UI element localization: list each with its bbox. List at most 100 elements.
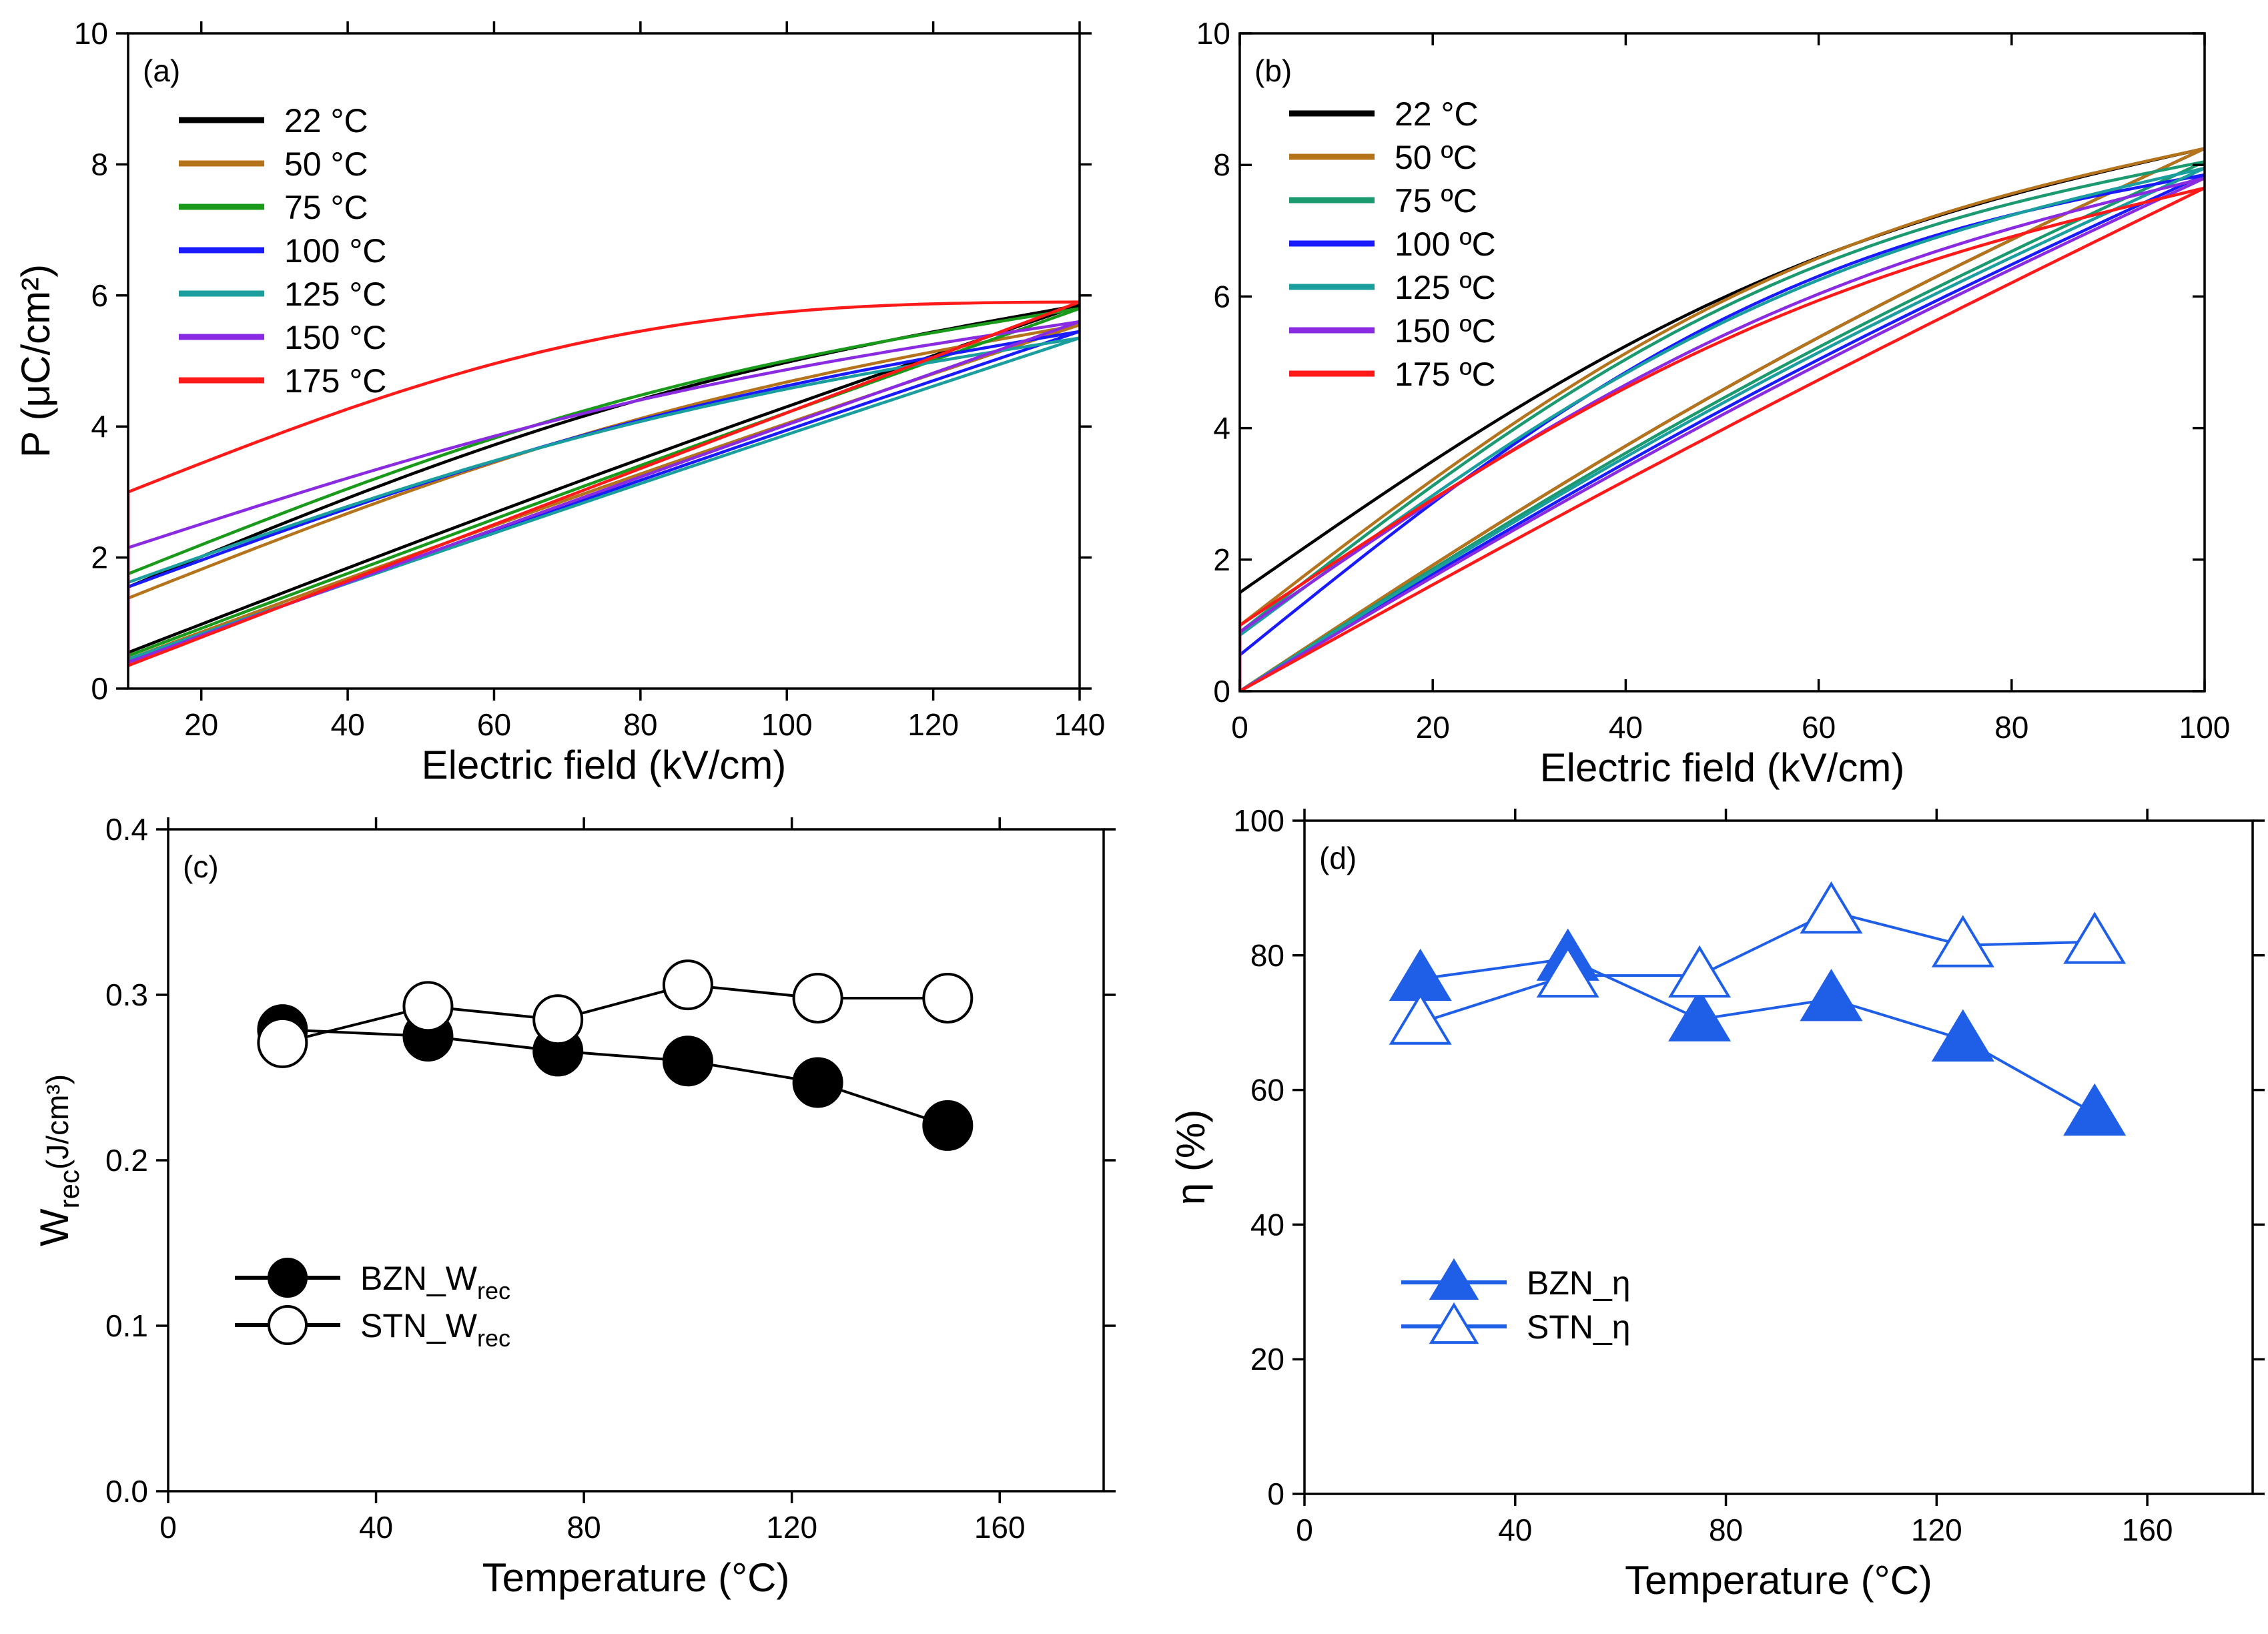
- legend-label-main: BZN_η: [1527, 1264, 1631, 1302]
- x-tick-label: 60: [1802, 710, 1836, 745]
- legend-label-main: STN_η: [1527, 1308, 1631, 1346]
- y-tick-label: 2: [91, 540, 108, 575]
- panel-c: 0 40 80 120 160 0.0 0.1 0.2 0.3 0.4 (c) Temperature…: [32, 812, 1116, 1600]
- y-tick-label: 6: [91, 278, 108, 313]
- x-tick-label: 160: [2122, 1513, 2173, 1547]
- y-axis-title-main: W: [32, 1208, 77, 1246]
- data-point: [1429, 1258, 1479, 1300]
- panel-label: (c): [183, 849, 219, 884]
- y-axis-title-rest: (J/cm³): [40, 1074, 75, 1170]
- x-tick-label: 140: [1054, 707, 1106, 742]
- panel-label: (a): [143, 53, 180, 88]
- legend-label: 100 °C: [284, 232, 386, 270]
- y-tick-label: 4: [1213, 411, 1230, 446]
- y-tick-label: 2: [1213, 542, 1230, 577]
- plot-frame: [167, 828, 1105, 1493]
- x-tick-label: 120: [907, 707, 959, 742]
- legend-label: 22 °C: [1395, 95, 1479, 133]
- x-axis-title: Electric field (kV/cm): [1540, 745, 1905, 790]
- data-point: [1429, 1302, 1479, 1344]
- data-point: [792, 1057, 843, 1108]
- y-tick-label: 6: [1213, 279, 1230, 314]
- series-line-STN_η: [1420, 910, 2095, 1024]
- y-tick-label: 40: [1250, 1207, 1284, 1242]
- series-line-125C: [1240, 166, 2205, 691]
- y-tick-label: 0.4: [105, 812, 148, 847]
- data-point: [402, 981, 454, 1032]
- y-tick-label: 4: [91, 409, 108, 444]
- series-line-125C: [128, 336, 1080, 661]
- panel-d: 0 40 80 120 160 0 20 40 60 80 100 (d) Temperature (°…: [1168, 803, 2265, 1603]
- data-point: [1668, 989, 1732, 1042]
- data-point: [1931, 1009, 1994, 1062]
- legend-label: 175 °C: [284, 362, 386, 400]
- y-axis-title: η (%): [1168, 1110, 1213, 1205]
- data-point: [257, 1017, 308, 1068]
- legend-label: BZN_η: [1527, 1264, 1631, 1302]
- legend-label-sub: rec: [477, 1324, 510, 1352]
- y-tick-label: 0: [1213, 674, 1230, 709]
- data-point: [532, 994, 584, 1046]
- data-point: [662, 959, 713, 1011]
- data-point: [1536, 945, 1599, 998]
- panel-b: 0 20 40 60 80 100 0 2 4 6 8 10 (b) Electric field (kV…: [1196, 16, 2231, 790]
- y-tick-label: 80: [1250, 938, 1284, 973]
- series-line-175C: [1240, 186, 2205, 691]
- data-point: [662, 1036, 713, 1087]
- x-tick-label: 80: [1709, 1513, 1743, 1547]
- data-point: [922, 1100, 974, 1151]
- x-tick-label: 100: [2179, 710, 2231, 745]
- legend-label: 125 °C: [284, 276, 386, 313]
- series-line-150C: [128, 320, 1080, 664]
- x-tick-label: 20: [1416, 710, 1450, 745]
- series-line-100C: [1240, 173, 2205, 691]
- y-tick-label: 0.2: [105, 1143, 148, 1178]
- legend-label: 125 ºC: [1395, 269, 1496, 306]
- legend-label-sub: rec: [477, 1277, 510, 1304]
- legend-label: BZN_Wrec: [360, 1260, 510, 1304]
- x-tick-label: 20: [184, 707, 218, 742]
- y-tick-label: 100: [1233, 803, 1284, 838]
- legend-label: 50 ºC: [1395, 139, 1477, 176]
- x-tick-label: 100: [761, 707, 813, 742]
- x-tick-label: 80: [1994, 710, 2028, 745]
- data-point: [2063, 1083, 2127, 1136]
- x-tick-label: 120: [766, 1510, 817, 1545]
- y-tick-label: 60: [1250, 1073, 1284, 1108]
- legend-label: STN_η: [1527, 1308, 1631, 1346]
- y-axis-title: P (μC/cm²): [13, 264, 58, 458]
- x-axis-title: Temperature (°C): [1625, 1558, 1932, 1603]
- data-point: [268, 1258, 308, 1298]
- series-group: [1240, 147, 2205, 691]
- x-tick-label: 40: [1498, 1513, 1532, 1547]
- legend-label: 150 °C: [284, 319, 386, 356]
- y-tick-label: 8: [91, 147, 108, 181]
- y-axis-title-sub: rec: [53, 1170, 85, 1208]
- legend-label-main: STN_W: [360, 1307, 478, 1344]
- x-axis-title: Electric field (kV/cm): [422, 743, 787, 787]
- series-line-75C: [128, 307, 1080, 658]
- x-tick-label: 40: [359, 1510, 393, 1545]
- y-tick-label: 0.3: [105, 977, 148, 1012]
- x-tick-label: 40: [1609, 710, 1643, 745]
- x-tick-label: 0: [1296, 1513, 1313, 1547]
- data-point: [1389, 992, 1452, 1045]
- legend-label: 100 ºC: [1395, 226, 1496, 263]
- legend-label-main: BZN_W: [360, 1260, 478, 1297]
- legend-label: 50 °C: [284, 145, 368, 183]
- series-line-22C: [128, 304, 1080, 655]
- panel-label: (b): [1254, 53, 1292, 88]
- x-tick-label: 60: [477, 707, 511, 742]
- data-point: [1800, 969, 1863, 1022]
- legend-label: 75 °C: [284, 189, 368, 226]
- x-tick-label: 80: [567, 1510, 601, 1545]
- y-tick-label: 10: [1196, 16, 1230, 51]
- legend-label: STN_Wrec: [360, 1307, 510, 1352]
- y-tick-label: 8: [1213, 147, 1230, 182]
- y-axis-title: Wrec(J/cm³): [32, 1074, 85, 1246]
- series-line-BZN_W_rec: [282, 1028, 948, 1127]
- y-tick-label: 0.0: [105, 1474, 148, 1509]
- plot-frame: [1238, 32, 2206, 693]
- legend-label: 175 ºC: [1395, 356, 1496, 393]
